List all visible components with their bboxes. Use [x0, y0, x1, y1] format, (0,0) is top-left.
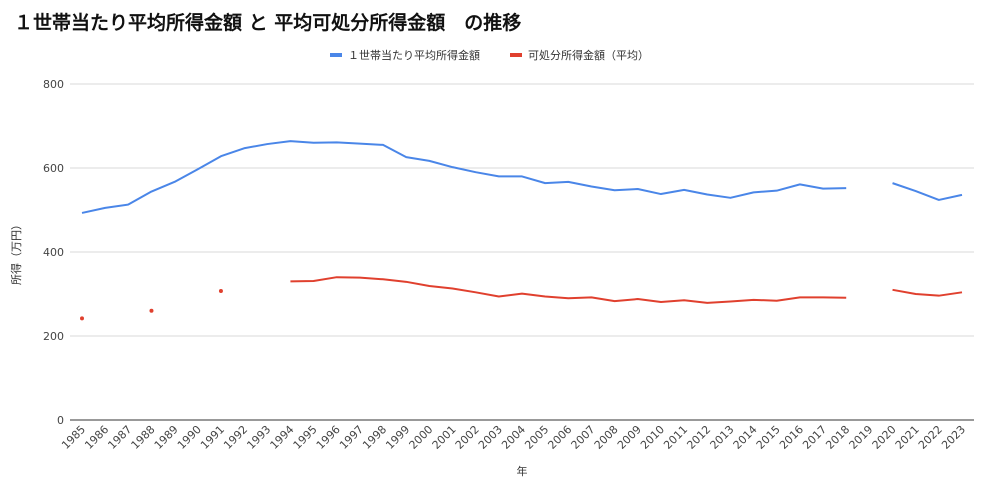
data-point — [218, 289, 223, 294]
x-tick-label: 2012 — [684, 423, 713, 452]
series-line-segment — [892, 288, 963, 297]
series-line-segment — [81, 140, 847, 214]
series-1 — [81, 140, 963, 214]
legend: １世帯当たり平均所得金額 可処分所得金額（平均） — [330, 48, 649, 62]
x-tick-label: 2001 — [430, 423, 459, 452]
legend-swatch — [510, 53, 522, 57]
x-tick-label: 2018 — [823, 423, 852, 452]
data-point — [80, 316, 84, 321]
x-tick-label: 1990 — [175, 423, 204, 452]
x-tick-label: 2011 — [661, 423, 690, 452]
x-tick-label: 2022 — [916, 423, 945, 452]
x-tick-label: 1992 — [221, 423, 250, 452]
x-tick-label: 2003 — [476, 423, 505, 452]
x-tick-label: 2017 — [800, 423, 829, 452]
x-tick-label: 1994 — [268, 423, 297, 452]
x-tick-label: 2010 — [638, 423, 667, 452]
x-tick-label: 2019 — [846, 423, 875, 452]
x-tick-label: 2020 — [870, 423, 899, 452]
y-tick-label: 400 — [43, 246, 64, 259]
x-tick-label: 2005 — [522, 423, 551, 452]
x-tick-label: 1991 — [198, 423, 227, 452]
x-tick-label: 1988 — [129, 423, 158, 452]
x-tick-label: 1993 — [244, 423, 273, 452]
x-tick-label: 2014 — [731, 423, 760, 452]
data-point — [149, 308, 154, 313]
legend-swatch — [330, 53, 342, 57]
series-lines — [80, 140, 963, 321]
x-axis-label: 年 — [517, 464, 528, 478]
x-tick-label: 2009 — [615, 423, 644, 452]
x-tick-label: 2008 — [592, 423, 621, 452]
x-tick-label: 1997 — [337, 423, 366, 452]
series-line-segment — [892, 182, 963, 201]
x-tick-label: 1989 — [152, 423, 181, 452]
x-tick-label: 2021 — [893, 423, 922, 452]
x-tick-label: 2013 — [708, 423, 737, 452]
gridlines — [70, 83, 974, 421]
x-tick-labels: 1985198619871988198919901991199219931994… — [59, 423, 968, 452]
legend-label: １世帯当たり平均所得金額 — [348, 48, 480, 62]
x-tick-label: 2006 — [545, 423, 574, 452]
x-tick-label: 1987 — [105, 423, 134, 452]
x-tick-label: 1996 — [314, 423, 343, 452]
x-tick-label: 2002 — [453, 423, 482, 452]
x-tick-label: 2023 — [939, 423, 968, 452]
legend-label: 可処分所得金額（平均） — [528, 48, 649, 62]
x-tick-label: 1986 — [82, 423, 111, 452]
y-tick-label: 200 — [43, 330, 64, 343]
x-tick-label: 2007 — [569, 423, 598, 452]
y-tick-labels: 0 200 400 600 800 — [43, 78, 64, 427]
x-tick-label: 2004 — [499, 423, 528, 452]
x-tick-label: 2015 — [754, 423, 783, 452]
y-tick-label: 600 — [43, 162, 64, 175]
x-tick-label: 2000 — [406, 423, 435, 452]
x-tick-label: 1999 — [383, 423, 412, 452]
x-tick-label: 1995 — [291, 423, 320, 452]
x-tick-label: 1985 — [59, 423, 88, 452]
series-2 — [80, 276, 963, 321]
x-tick-label: 1998 — [360, 423, 389, 452]
x-tick-label: 2016 — [777, 423, 806, 452]
chart-title: １世帯当たり平均所得金額 と 平均可処分所得金額 の推移 — [14, 12, 522, 34]
y-tick-label: 0 — [57, 414, 64, 427]
series-line-segment — [290, 276, 847, 304]
y-axis-label: 所得（万円） — [10, 219, 23, 285]
y-tick-label: 800 — [43, 78, 64, 91]
